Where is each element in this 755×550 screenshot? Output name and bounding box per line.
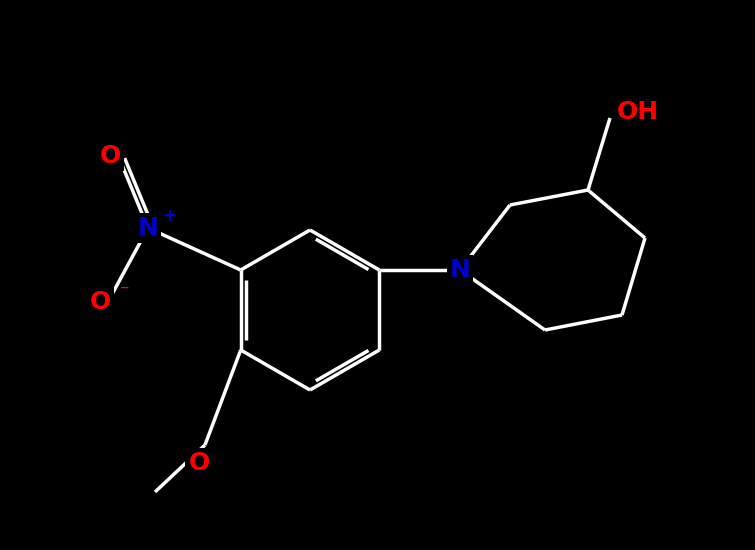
Text: O: O (189, 451, 210, 475)
Text: +: + (162, 207, 176, 225)
Text: O: O (100, 144, 121, 168)
Text: ⁻: ⁻ (120, 283, 130, 301)
Text: N: N (137, 216, 159, 240)
Text: O: O (89, 290, 111, 314)
Text: OH: OH (617, 100, 659, 124)
Text: N: N (449, 258, 470, 282)
